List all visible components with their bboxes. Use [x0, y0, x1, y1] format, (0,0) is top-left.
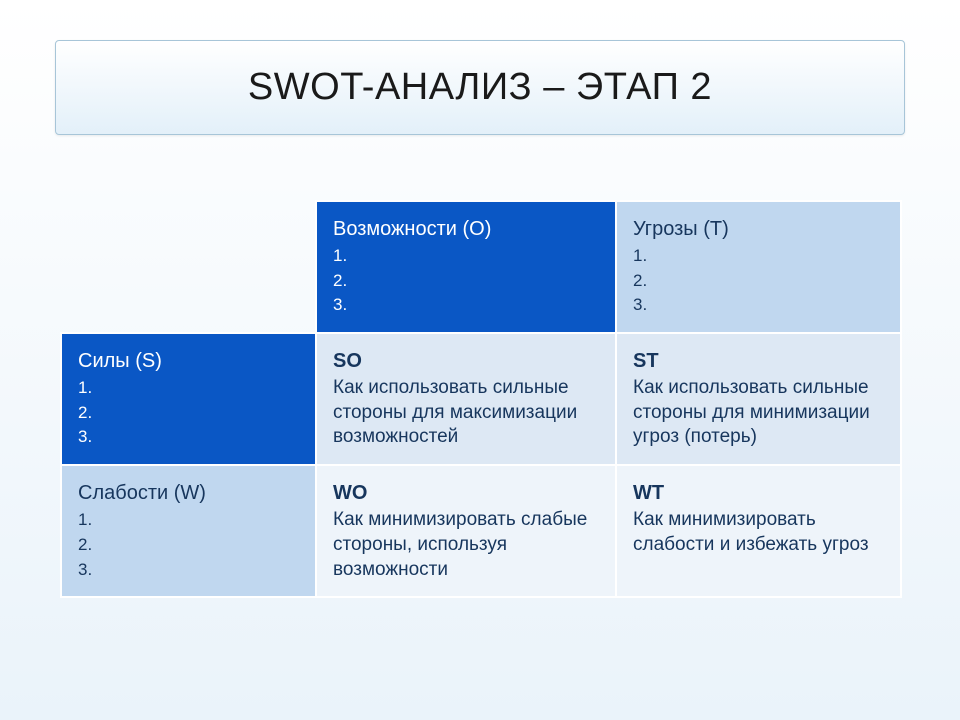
title-bar: SWOT-АНАЛИЗ – ЭТАП 2	[55, 40, 905, 135]
rowhdr-strengths-list: 1. 2. 3.	[78, 378, 92, 446]
header-threats-list: 1. 2. 3.	[633, 246, 647, 314]
cell-wo-text: Как минимизировать слабые стороны, испол…	[333, 509, 587, 579]
cell-st: ST Как использовать сильные стороны для …	[616, 333, 901, 465]
swot-matrix: Возможности (O) 1. 2. 3. Угрозы (T) 1. 2…	[60, 200, 902, 598]
cell-so: SO Как использовать сильные стороны для …	[316, 333, 616, 465]
cell-wo-code: WO	[333, 480, 599, 506]
header-threats-title: Угрозы (T)	[633, 216, 884, 242]
matrix-row-strengths: Силы (S) 1. 2. 3. SO Как использовать си…	[61, 333, 901, 465]
cell-wt-text: Как минимизировать слабости и избежать у…	[633, 509, 869, 555]
matrix-row-weaknesses: Слабости (W) 1. 2. 3. WO Как минимизиров…	[61, 465, 901, 597]
header-opportunities-list: 1. 2. 3.	[333, 246, 347, 314]
rowhdr-strengths-title: Силы (S)	[78, 348, 299, 374]
cell-so-code: SO	[333, 348, 599, 374]
cell-so-text: Как использовать сильные стороны для мак…	[333, 377, 577, 447]
cell-wt-code: WT	[633, 480, 884, 506]
header-opportunities-title: Возможности (O)	[333, 216, 599, 242]
cell-wt: WT Как минимизировать слабости и избежат…	[616, 465, 901, 597]
header-threats: Угрозы (T) 1. 2. 3.	[616, 201, 901, 333]
rowhdr-weaknesses-list: 1. 2. 3.	[78, 510, 92, 578]
rowhdr-strengths: Силы (S) 1. 2. 3.	[61, 333, 316, 465]
cell-st-code: ST	[633, 348, 884, 374]
slide: SWOT-АНАЛИЗ – ЭТАП 2 Возможности (O) 1. …	[0, 0, 960, 720]
empty-corner	[61, 201, 316, 333]
header-opportunities: Возможности (O) 1. 2. 3.	[316, 201, 616, 333]
rowhdr-weaknesses: Слабости (W) 1. 2. 3.	[61, 465, 316, 597]
matrix-header-row: Возможности (O) 1. 2. 3. Угрозы (T) 1. 2…	[61, 201, 901, 333]
rowhdr-weaknesses-title: Слабости (W)	[78, 480, 299, 506]
cell-wo: WO Как минимизировать слабые стороны, ис…	[316, 465, 616, 597]
page-title: SWOT-АНАЛИЗ – ЭТАП 2	[248, 66, 712, 109]
cell-st-text: Как использовать сильные стороны для мин…	[633, 377, 870, 447]
